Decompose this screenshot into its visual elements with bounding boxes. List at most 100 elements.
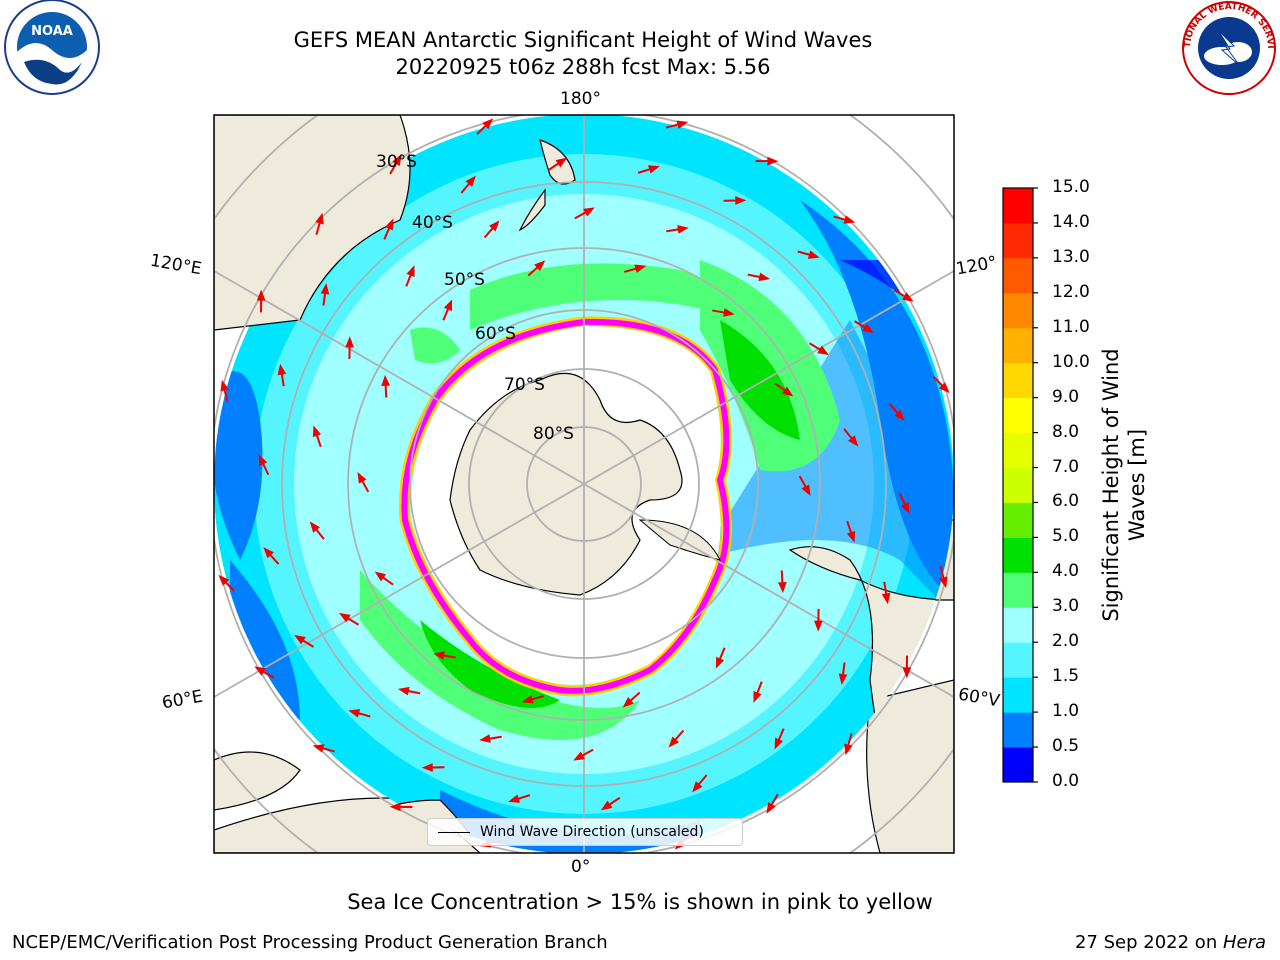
- colorbar-tick-label: 11.0: [1052, 316, 1090, 337]
- colorbar: [1002, 187, 1038, 783]
- wave-arrow-head: [814, 620, 823, 632]
- wave-arrow-head: [294, 634, 306, 645]
- graticule: [214, 115, 954, 853]
- wave-arrow-head: [312, 425, 322, 438]
- colorbar-tick-label: 12.0: [1052, 281, 1090, 302]
- colorbar-segment: [1003, 607, 1033, 643]
- wave-arrow-head: [345, 336, 354, 348]
- wave-arrow-head: [848, 435, 859, 447]
- wave-arrow-head: [677, 225, 689, 234]
- wave-arrow-head: [881, 592, 891, 605]
- colorbar-tick-label: 0.0: [1052, 771, 1080, 791]
- wave-arrow-head: [534, 260, 546, 271]
- wave-arrow-head: [817, 345, 829, 356]
- wave-arrow-head: [838, 673, 848, 685]
- wave-arrow-head: [583, 207, 595, 217]
- wave-arrow-head: [406, 265, 415, 277]
- wave-arrow-head: [862, 323, 874, 334]
- colorbar-segment: [1003, 747, 1033, 783]
- noaa-logo-text: NOAA: [31, 24, 73, 39]
- wave-arrow-head: [433, 651, 445, 660]
- footer-org: NCEP/EMC/Verification Post Processing Pr…: [12, 932, 608, 953]
- noaa-logo: NOAA: [4, 0, 100, 95]
- colorbar-segment: [1003, 397, 1033, 434]
- wave-arrow-head: [634, 264, 647, 273]
- wave-arrow-head: [778, 581, 787, 594]
- footer-date-text: 27 Sep 2022 on: [1075, 932, 1223, 953]
- wave-arrow-head: [357, 471, 367, 484]
- wave-arrow-head: [843, 215, 856, 224]
- legend-line-icon: [438, 831, 470, 833]
- chart-subtitle-run: 20220925 t06z 288h fcst Max: 5.56: [395, 55, 771, 79]
- wave-arrow-head: [397, 686, 410, 696]
- wave-arrow-head: [622, 697, 634, 708]
- colorbar-segment: [1003, 502, 1033, 538]
- wave-arrow-head: [258, 454, 268, 467]
- lat-label-70s: 70°S: [504, 375, 545, 395]
- colorbar-segment: [1003, 362, 1033, 399]
- wave-arrow-head: [902, 292, 914, 302]
- colorbar-tick-label: 7.0: [1052, 456, 1080, 477]
- wave-arrow-head: [482, 118, 494, 130]
- wave-arrow-head: [938, 382, 950, 394]
- lon-label-bottom: 0°: [571, 857, 591, 877]
- colorbar-segment: [1003, 222, 1033, 259]
- colorbar-tick-label: 2.0: [1052, 631, 1080, 652]
- legend-label: Wind Wave Direction (unscaled): [480, 824, 704, 840]
- wave-arrow-head: [774, 737, 783, 750]
- colorbar-tick-label: 1.0: [1052, 701, 1080, 722]
- colorbar-segment: [1003, 432, 1033, 469]
- wave-arrow-head: [753, 691, 762, 703]
- colorbar-tick-label: 3.0: [1052, 596, 1080, 617]
- colorbar-tick-label: 8.0: [1052, 421, 1080, 442]
- wave-arrow-head: [767, 156, 779, 166]
- colorbar-segment: [1003, 327, 1033, 364]
- sea-ice-edge: [398, 316, 732, 697]
- chart-title: GEFS MEAN Antarctic Significant Height o…: [293, 28, 873, 52]
- wave-arrow-head: [801, 484, 811, 497]
- wave-arrow-head: [846, 530, 856, 543]
- colorbar-segment: [1003, 572, 1033, 608]
- colorbar-segment: [1003, 257, 1033, 294]
- wave-arrow-head: [348, 709, 361, 718]
- wave-arrow-head: [256, 289, 266, 301]
- colorbar-tick-label: 14.0: [1052, 211, 1090, 232]
- footer-machine: Hera: [1222, 932, 1266, 953]
- wave-arrow-head: [443, 299, 453, 312]
- footer-date: 27 Sep 2022 on Hera: [1075, 932, 1266, 953]
- colorbar-tick-label: 5.0: [1052, 526, 1080, 547]
- wave-arrow-head: [766, 802, 776, 814]
- wave-arrow-head: [648, 165, 660, 174]
- colorbar-tick-label: 0.5: [1052, 736, 1080, 757]
- wave-arrow-head: [894, 409, 905, 421]
- wind-wave-arrows: [218, 118, 950, 850]
- map-legend: Wind Wave Direction (unscaled): [427, 818, 743, 846]
- wave-arrow-head: [220, 379, 229, 392]
- wave-arrow-head: [254, 666, 266, 676]
- wave-arrow-head: [385, 218, 394, 231]
- colorbar-tick-label: 9.0: [1052, 386, 1080, 407]
- wave-arrow-head: [508, 794, 520, 803]
- wave-arrow-head: [389, 802, 401, 812]
- wave-arrow-head: [381, 374, 390, 387]
- colorbar-tick-label: 1.5: [1052, 666, 1080, 687]
- wave-arrow-head: [900, 501, 910, 514]
- wave-arrow-head: [807, 250, 820, 259]
- wave-arrow-head: [844, 743, 853, 756]
- wave-arrow-head: [263, 547, 274, 559]
- wave-arrow-head: [315, 212, 324, 225]
- wave-arrow-head: [521, 695, 534, 704]
- colorbar-label: Significant Height of Wind Waves [m]: [1099, 348, 1149, 622]
- colorbar-segment: [1003, 188, 1033, 224]
- colorbar-segment: [1003, 677, 1033, 713]
- lat-label-50s: 50°S: [444, 270, 485, 290]
- wave-arrow-head: [676, 120, 689, 129]
- wave-arrow-head: [339, 612, 351, 623]
- wave-arrow-head: [715, 656, 725, 669]
- wave-arrow-head: [392, 154, 402, 166]
- wave-arrow-head: [668, 736, 679, 748]
- nws-logo: NATIONAL WEATHER SERVICE: [1178, 0, 1276, 95]
- sea-ice-note: Sea Ice Concentration > 15% is shown in …: [347, 890, 933, 914]
- wave-arrow-head: [277, 363, 287, 376]
- lat-label-40s: 40°S: [412, 213, 453, 233]
